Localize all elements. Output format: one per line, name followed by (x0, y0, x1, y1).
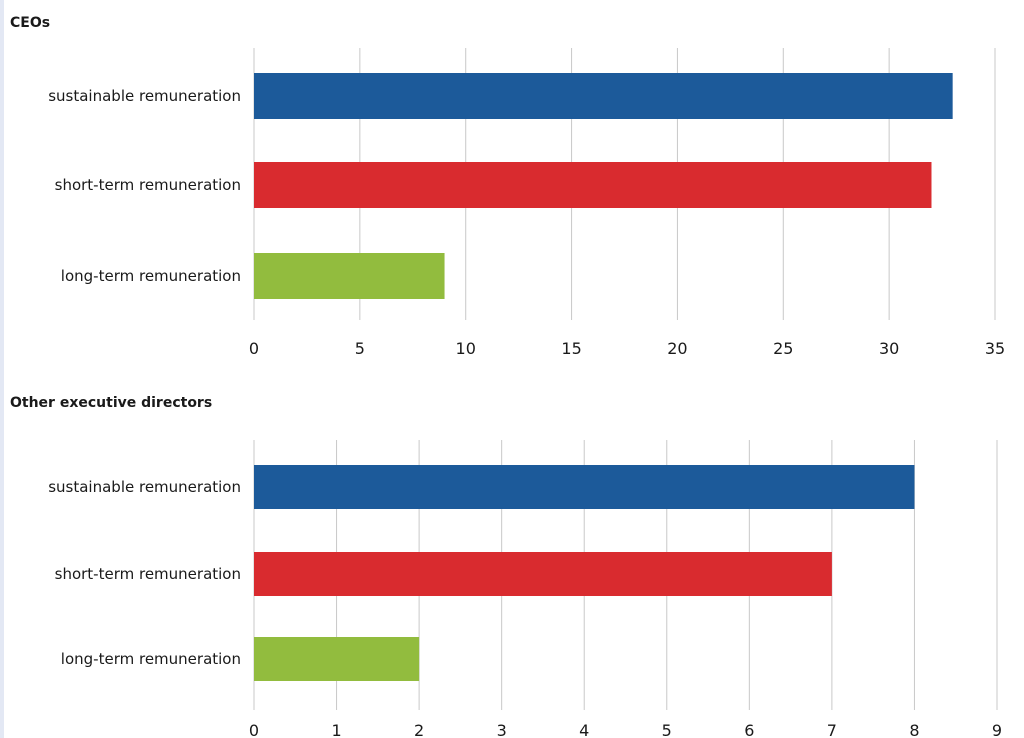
category-label-long-term-remuneration: long-term remuneration (61, 267, 241, 285)
ceos-bar-chart: sustainable remuneration short-term remun… (48, 48, 1005, 358)
x-tick-label-2: 2 (414, 721, 424, 738)
x-tick-label-30: 30 (879, 339, 899, 358)
x-tick-label-0: 0 (249, 721, 259, 738)
x-tick-label-8: 8 (909, 721, 919, 738)
bar-short-term-remuneration (254, 162, 932, 208)
x-tick-label-15: 15 (561, 339, 581, 358)
category-label-sustainable-remuneration: sustainable remuneration (48, 87, 241, 105)
x-tick-label-3: 3 (497, 721, 507, 738)
x-tick-label-6: 6 (744, 721, 754, 738)
x-tick-label-25: 25 (773, 339, 793, 358)
x-tick-label-5: 5 (355, 339, 365, 358)
category-label-long-term-remuneration: long-term remuneration (61, 650, 241, 668)
x-tick-label-10: 10 (456, 339, 476, 358)
bar-sustainable-remuneration (254, 465, 915, 509)
bar-long-term-remuneration (254, 253, 445, 299)
x-tick-label-9: 9 (992, 721, 1002, 738)
left-accent-stripe (0, 0, 4, 738)
x-tick-label-7: 7 (827, 721, 837, 738)
x-tick-label-1: 1 (331, 721, 341, 738)
bar-sustainable-remuneration (254, 73, 953, 119)
x-tick-label-5: 5 (662, 721, 672, 738)
category-label-sustainable-remuneration: sustainable remuneration (48, 478, 241, 496)
category-label-short-term-remuneration: short-term remuneration (55, 565, 241, 583)
x-tick-label-35: 35 (985, 339, 1005, 358)
bar-short-term-remuneration (254, 552, 832, 596)
category-label-short-term-remuneration: short-term remuneration (55, 176, 241, 194)
chart-title-other-executive-directors: Other executive directors (10, 395, 213, 411)
chart-title-ceos: CEOs (10, 15, 51, 31)
x-tick-label-4: 4 (579, 721, 589, 738)
x-tick-label-0: 0 (249, 339, 259, 358)
bar-long-term-remuneration (254, 637, 420, 681)
x-tick-label-20: 20 (667, 339, 687, 358)
